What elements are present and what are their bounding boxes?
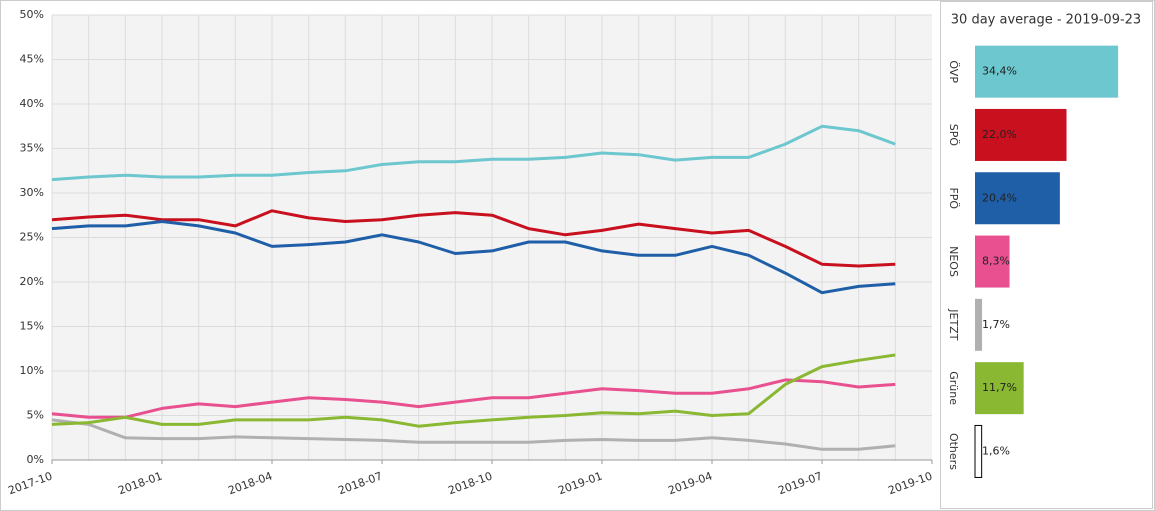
value-label: 8,3% xyxy=(982,255,1010,268)
bar xyxy=(975,362,1024,415)
bar xyxy=(975,298,983,351)
value-label: 34,4% xyxy=(982,65,1017,78)
value-label: 22,0% xyxy=(982,128,1017,141)
series-line xyxy=(51,124,896,182)
value-label: 1,7% xyxy=(982,318,1010,331)
y-tick-label: 35% xyxy=(20,142,44,155)
value-label: 11,7% xyxy=(982,381,1017,394)
value-label: 20,4% xyxy=(982,191,1017,204)
series-line xyxy=(51,209,896,268)
series-line xyxy=(51,418,896,451)
y-tick-label: 5% xyxy=(27,409,44,422)
panel-title: 30 day average - 2019-09-23 xyxy=(951,13,1141,28)
y-tick-label: 0% xyxy=(27,453,44,466)
bar xyxy=(974,424,983,478)
series-line xyxy=(51,353,896,428)
bar xyxy=(975,45,1119,98)
y-tick-label: 20% xyxy=(20,275,44,288)
y-tick-label: 10% xyxy=(20,364,44,377)
y-tick-label: 45% xyxy=(20,53,44,66)
y-tick-label: 40% xyxy=(20,97,44,110)
y-tick-label: 15% xyxy=(20,320,44,333)
category-label: JETZT xyxy=(947,308,960,340)
category-label: Grüne xyxy=(947,371,960,405)
category-label: NEOS xyxy=(947,246,960,277)
series-line xyxy=(51,220,896,295)
y-tick-label: 25% xyxy=(20,231,44,244)
series-line xyxy=(51,378,896,419)
category-label: SPÖ xyxy=(947,124,960,147)
y-tick-label: 50% xyxy=(20,8,44,21)
category-label: ÖVP xyxy=(947,60,960,83)
bar xyxy=(975,108,1067,161)
y-tick-label: 30% xyxy=(20,186,44,199)
category-label: FPÖ xyxy=(947,187,960,209)
category-label: Others xyxy=(947,433,960,470)
bar xyxy=(975,172,1060,225)
value-label: 1,6% xyxy=(982,444,1010,457)
bar xyxy=(975,235,1010,288)
